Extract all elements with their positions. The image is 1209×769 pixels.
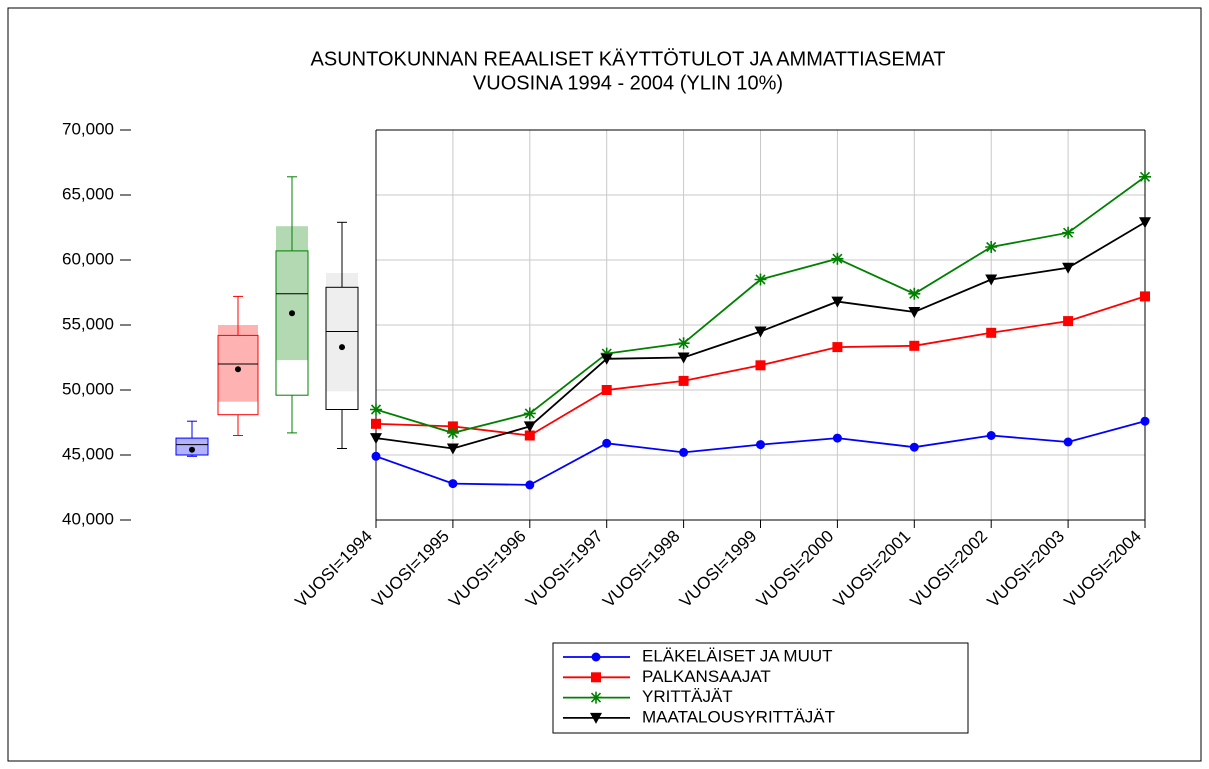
- point: [756, 440, 765, 450]
- legend-label: ELÄKELÄISET JA MUUT: [642, 646, 833, 665]
- point: [371, 418, 381, 429]
- point: [1062, 262, 1075, 274]
- box: [275, 250, 309, 396]
- legend-marker: [591, 672, 601, 683]
- point: [447, 421, 458, 432]
- point: [909, 442, 919, 452]
- box: [325, 286, 359, 410]
- point: [1063, 437, 1073, 447]
- legend-marker: [591, 652, 601, 662]
- point: [1062, 226, 1075, 239]
- point: [523, 421, 536, 433]
- box: [175, 437, 209, 456]
- point: [371, 451, 381, 461]
- point: [754, 326, 767, 338]
- chart-subtitle: VUOSINA 1994 - 2004 (YLIN 10%): [473, 72, 783, 94]
- point: [1139, 170, 1151, 183]
- y-tick-label: 55,000: [62, 314, 114, 333]
- point: [524, 430, 535, 441]
- box-ci: [326, 273, 358, 392]
- point: [754, 273, 767, 286]
- point: [446, 443, 459, 455]
- box-ci: [218, 325, 258, 402]
- point: [832, 433, 842, 443]
- mean: [339, 344, 345, 351]
- point: [985, 274, 998, 286]
- legend-marker: [590, 691, 602, 704]
- point: [986, 431, 996, 440]
- chart-title: ASUNTOKUNNAN REAALISET KÄYTTÖTULOT JA AM…: [311, 48, 946, 70]
- point: [832, 342, 843, 353]
- y-tick-label: 40,000: [62, 509, 114, 528]
- legend-label: MAATALOUSYRITTÄJÄT: [642, 707, 835, 726]
- mean: [189, 446, 195, 453]
- point: [448, 479, 458, 489]
- point: [909, 340, 920, 351]
- point: [755, 360, 766, 371]
- point: [908, 307, 921, 318]
- y-tick-label: 70,000: [62, 119, 114, 138]
- point: [601, 385, 612, 395]
- point: [678, 375, 689, 386]
- y-tick-label: 50,000: [62, 379, 114, 398]
- box: [217, 334, 259, 416]
- point: [1139, 217, 1151, 229]
- y-tick-label: 60,000: [62, 249, 114, 268]
- point: [985, 241, 998, 253]
- point: [525, 480, 535, 490]
- y-tick-label: 45,000: [62, 444, 114, 463]
- point: [523, 407, 536, 420]
- point: [831, 296, 844, 308]
- point: [1140, 416, 1150, 426]
- point: [831, 252, 844, 265]
- mean: [235, 366, 241, 373]
- point: [986, 327, 997, 338]
- legend-marker: [590, 712, 602, 724]
- point: [370, 433, 382, 445]
- frame: [7, 7, 1202, 762]
- legend-label: PALKANSAAJAT: [642, 667, 771, 686]
- y-tick-label: 65,000: [62, 184, 114, 203]
- point: [600, 347, 613, 360]
- point: [446, 426, 459, 439]
- point: [370, 403, 382, 416]
- point: [1140, 291, 1150, 302]
- box-ci: [176, 438, 208, 455]
- mean: [289, 310, 295, 317]
- point: [1063, 316, 1074, 327]
- point: [677, 337, 690, 350]
- point: [602, 438, 612, 448]
- point: [677, 352, 690, 364]
- point: [679, 447, 689, 457]
- legend-label: YRITTÄJÄT: [642, 687, 733, 706]
- point: [600, 353, 613, 365]
- point: [908, 287, 921, 300]
